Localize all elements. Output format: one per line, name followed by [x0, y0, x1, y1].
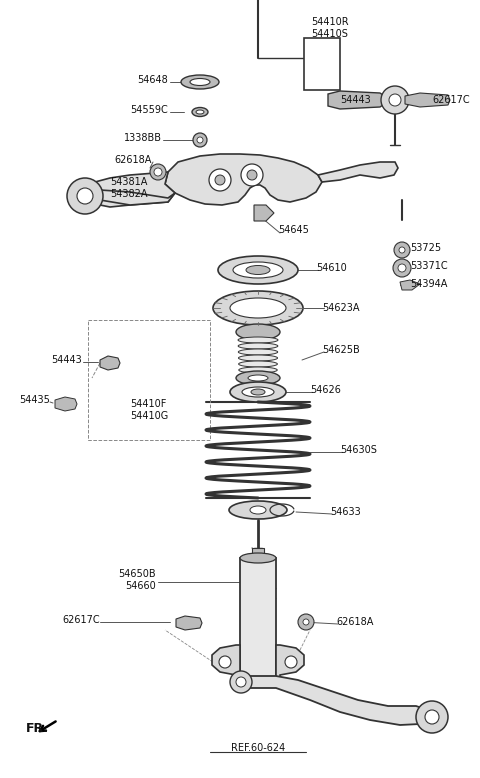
Text: 54645: 54645 [278, 225, 309, 235]
Ellipse shape [239, 367, 277, 373]
Polygon shape [88, 190, 175, 205]
Text: 62617C: 62617C [432, 95, 469, 105]
Text: 54559C: 54559C [130, 105, 168, 115]
Polygon shape [55, 397, 77, 411]
Text: 54410F
54410G: 54410F 54410G [130, 399, 168, 421]
Text: 54394A: 54394A [410, 279, 447, 289]
Ellipse shape [192, 107, 208, 117]
Circle shape [215, 175, 225, 185]
Circle shape [219, 656, 231, 668]
Ellipse shape [239, 361, 277, 367]
Text: 62618A: 62618A [115, 155, 152, 165]
Ellipse shape [190, 79, 210, 86]
Text: 54630S: 54630S [340, 445, 377, 455]
Ellipse shape [181, 75, 219, 89]
Text: 54410R
54410S: 54410R 54410S [311, 17, 349, 39]
Text: 54625B: 54625B [322, 345, 360, 355]
Polygon shape [405, 93, 450, 107]
Text: 53371C: 53371C [410, 261, 448, 271]
Ellipse shape [236, 324, 280, 340]
Ellipse shape [239, 355, 277, 361]
Ellipse shape [230, 382, 286, 402]
Polygon shape [276, 645, 304, 680]
Polygon shape [328, 91, 386, 109]
Polygon shape [244, 676, 430, 725]
Circle shape [399, 247, 405, 253]
Bar [240, 558, 276, 680]
Circle shape [394, 242, 410, 258]
Text: 54633: 54633 [330, 507, 361, 517]
Circle shape [393, 259, 411, 277]
Ellipse shape [236, 371, 280, 385]
Circle shape [425, 710, 439, 724]
Ellipse shape [242, 387, 274, 397]
Ellipse shape [238, 349, 278, 355]
Polygon shape [88, 172, 175, 207]
Ellipse shape [233, 262, 283, 278]
Ellipse shape [196, 110, 204, 114]
Text: 54443: 54443 [51, 355, 82, 365]
Text: 54626: 54626 [310, 385, 341, 395]
Circle shape [197, 137, 203, 143]
Circle shape [209, 169, 231, 191]
Ellipse shape [250, 506, 266, 514]
Circle shape [303, 619, 309, 625]
Text: 54443: 54443 [340, 95, 371, 105]
Ellipse shape [213, 291, 303, 325]
Text: 62618A: 62618A [336, 617, 373, 627]
Ellipse shape [248, 375, 268, 381]
Circle shape [77, 188, 93, 204]
Text: REF.60-624: REF.60-624 [231, 743, 285, 753]
Text: 54650B
54660: 54650B 54660 [119, 569, 156, 591]
Text: FR.: FR. [26, 721, 49, 734]
Circle shape [389, 94, 401, 106]
Polygon shape [212, 645, 240, 680]
Circle shape [236, 677, 246, 687]
Text: 54610: 54610 [316, 263, 347, 273]
Circle shape [67, 178, 103, 214]
Text: 54381A
54382A: 54381A 54382A [110, 177, 148, 199]
Polygon shape [400, 280, 420, 290]
Circle shape [241, 164, 263, 186]
Circle shape [285, 656, 297, 668]
Circle shape [154, 168, 162, 176]
Ellipse shape [229, 501, 287, 519]
Text: 1338BB: 1338BB [124, 133, 162, 143]
Text: 62617C: 62617C [62, 615, 100, 625]
Ellipse shape [240, 553, 276, 563]
Circle shape [398, 264, 406, 272]
Polygon shape [318, 162, 398, 182]
Circle shape [416, 701, 448, 733]
Ellipse shape [230, 298, 286, 318]
Text: 54435: 54435 [19, 395, 50, 405]
Text: 54623A: 54623A [322, 303, 360, 313]
Ellipse shape [251, 389, 265, 395]
Polygon shape [176, 616, 202, 630]
Circle shape [193, 133, 207, 147]
Polygon shape [254, 205, 274, 221]
Ellipse shape [246, 265, 270, 275]
Circle shape [230, 671, 252, 693]
Circle shape [381, 86, 409, 114]
Ellipse shape [238, 337, 278, 343]
Text: 53725: 53725 [410, 243, 441, 253]
Circle shape [150, 164, 166, 180]
Ellipse shape [238, 343, 278, 349]
Polygon shape [165, 154, 322, 205]
Ellipse shape [218, 256, 298, 284]
Bar [304, 38, 340, 90]
Bar [252, 548, 264, 558]
Circle shape [298, 614, 314, 630]
Polygon shape [100, 356, 120, 370]
Circle shape [247, 170, 257, 180]
Text: 54648: 54648 [137, 75, 168, 85]
